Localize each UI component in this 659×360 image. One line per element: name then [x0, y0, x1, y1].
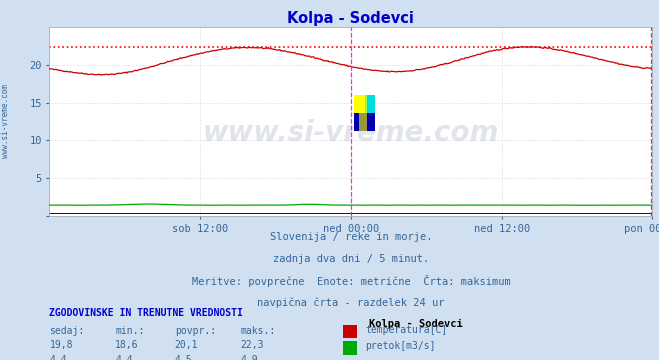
Title: Kolpa - Sodevci: Kolpa - Sodevci — [287, 11, 415, 26]
Text: pretok[m3/s]: pretok[m3/s] — [365, 341, 436, 351]
Bar — [355, 95, 365, 113]
Bar — [365, 95, 375, 113]
Text: www.si-vreme.com: www.si-vreme.com — [203, 119, 499, 147]
Text: www.si-vreme.com: www.si-vreme.com — [1, 85, 10, 158]
Text: min.:: min.: — [115, 326, 145, 336]
Text: 4,5: 4,5 — [175, 355, 192, 360]
Text: 18,6: 18,6 — [115, 340, 139, 350]
Text: 20,1: 20,1 — [175, 340, 198, 350]
Text: Meritve: povprečne  Enote: metrične  Črta: maksimum: Meritve: povprečne Enote: metrične Črta:… — [192, 275, 510, 287]
Text: maks.:: maks.: — [241, 326, 275, 336]
Text: povpr.:: povpr.: — [175, 326, 215, 336]
Text: 4,9: 4,9 — [241, 355, 258, 360]
Text: Kolpa - Sodevci: Kolpa - Sodevci — [369, 319, 463, 329]
Text: 19,8: 19,8 — [49, 340, 73, 350]
Text: Slovenija / reke in morje.: Slovenija / reke in morje. — [270, 232, 432, 242]
Text: navpična črta - razdelek 24 ur: navpična črta - razdelek 24 ur — [257, 297, 445, 307]
Text: temperatura[C]: temperatura[C] — [365, 325, 447, 335]
Text: ZGODOVINSKE IN TRENUTNE VREDNOSTI: ZGODOVINSKE IN TRENUTNE VREDNOSTI — [49, 308, 243, 318]
Text: 4,4: 4,4 — [49, 355, 67, 360]
Text: sedaj:: sedaj: — [49, 326, 84, 336]
Text: zadnja dva dni / 5 minut.: zadnja dva dni / 5 minut. — [273, 254, 429, 264]
Polygon shape — [360, 95, 367, 131]
Bar — [355, 113, 376, 131]
Text: 22,3: 22,3 — [241, 340, 264, 350]
Text: 4,4: 4,4 — [115, 355, 133, 360]
